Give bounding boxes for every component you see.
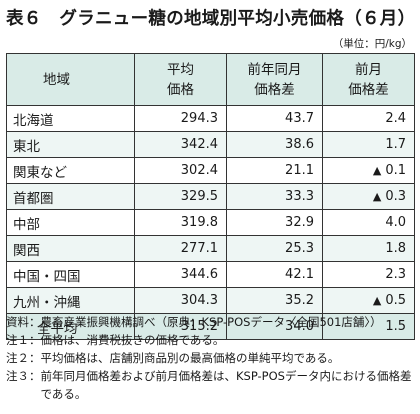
note-text: 前年同月価格差および前月価格差は、KSP-POSデータ内における価格差である。 [40,369,412,401]
table-header: 地域 平均価格 前年同月価格差 前月価格差 [6,53,415,106]
header-average-price: 平均 価格 [134,53,227,106]
header-mom-difference: 前月 価格差 [322,53,415,106]
table-row: 中部 319.8 32.9 4.0 [6,209,415,236]
yoy-difference-cell: 43.7 [226,105,323,132]
mom-value: 1.5 [385,319,406,334]
decrease-triangle-icon: ▲ [372,190,382,203]
note-text: 価格は、消費税抜きの価格である。 [40,333,225,347]
header-line: 前月 [355,61,382,78]
mom-value: 0.3 [385,189,406,204]
header-line: 前年同月 [247,61,302,78]
yoy-difference-cell: 38.6 [226,131,323,158]
average-price-cell: 344.6 [134,261,227,288]
mom-value: 0.5 [385,293,406,308]
header-region: 地域 [6,53,135,106]
note-label: 資料： [6,315,41,329]
table-row: 首都圏 329.5 33.3 ▲ 0.3 [6,183,415,210]
note-label: 注１： [6,333,41,347]
average-price-cell: 294.3 [134,105,227,132]
price-table: 地域 平均 価格 前年同月 価格差 前月 価格差 北海道 294.3 43.7 2.4 東北 3… [6,53,415,340]
header-line: 平均 [167,61,194,78]
mom-value: 2.3 [385,267,406,282]
note-line: 注３： 前年同月価格差および前月価格差は、KSP-POSデータ内における価格差であ… [6,367,416,403]
table-row: 関東など 302.4 21.1 ▲ 0.1 [6,157,415,184]
mom-value: 1.8 [385,241,406,256]
region-cell: 全平均 [6,313,135,340]
decrease-triangle-icon: ▲ [372,164,382,177]
average-price-cell: 329.5 [134,183,227,210]
region-cell: 関西 [6,235,135,262]
mom-value: 2.4 [385,111,406,126]
notes-section: 資料： 農畜産業振興機構調べ（原典：KSP-POSデータ〈全国501店舗〉） 注１：… [6,313,416,403]
yoy-difference-cell: 25.3 [226,235,323,262]
mom-difference-cell: 1.8 [322,235,415,262]
table-row: 中国・四国 344.6 42.1 2.3 [6,261,415,288]
region-cell: 関東など [6,157,135,184]
header-line: 価格差 [254,81,295,98]
header-row: 地域 平均価格 前年同月価格差 前月価格差 [6,53,415,106]
mom-difference-cell: 1.7 [322,131,415,158]
average-price-cell: 302.4 [134,157,227,184]
note-line: 資料： 農畜産業振興機構調べ（原典：KSP-POSデータ〈全国501店舗〉） [6,313,416,331]
average-price-cell: 319.8 [134,209,227,236]
note-line: 注２： 平均価格は、店舗別商品別の最高価格の単純平均である。 [6,349,416,367]
average-price-cell: 277.1 [134,235,227,262]
yoy-difference-cell: 35.2 [226,287,323,314]
mom-value: 4.0 [385,215,406,230]
mom-difference-cell: ▲ 0.5 [322,287,415,314]
mom-difference-cell: 4.0 [322,209,415,236]
document-title: 表６ グラニュー糖の地域別平均小売価格（６月） [6,9,416,29]
header-line: 価格差 [348,81,389,98]
decrease-triangle-icon: ▲ [372,294,382,307]
yoy-difference-cell: 32.9 [226,209,323,236]
region-cell: 東北 [6,131,135,158]
average-price-cell: 342.4 [134,131,227,158]
mom-difference-cell: ▲ 0.1 [322,157,415,184]
mom-value: 1.7 [385,137,406,152]
note-text: 農畜産業振興機構調べ（原典：KSP-POSデータ〈全国501店舗〉） [40,315,382,329]
region-cell: 九州・沖縄 [6,287,135,314]
yoy-difference-cell: 42.1 [226,261,323,288]
header-line: 価格 [167,81,194,98]
yoy-difference-cell: 33.3 [226,183,323,210]
mom-difference-cell: ▲ 0.3 [322,183,415,210]
region-cell: 北海道 [6,105,135,132]
header-yoy-difference: 前年同月 価格差 [226,53,323,106]
yoy-difference-cell: 34.0 [226,313,323,340]
note-line: 注１： 価格は、消費税抜きの価格である。 [6,331,416,349]
region-cell: 中部 [6,209,135,236]
table-body: 北海道 294.3 43.7 2.4 東北 342.4 38.6 1.7 関東など 302.4 21… [6,105,415,340]
yoy-difference-cell: 21.1 [226,157,323,184]
mom-difference-cell: 1.5 [322,313,415,340]
unit-label: （単位：円/kg） [332,38,412,50]
mom-difference-cell: 2.3 [322,261,415,288]
average-price-cell: 304.3 [134,287,227,314]
mom-value: 0.1 [385,163,406,178]
table-row: 関西 277.1 25.3 1.8 [6,235,415,262]
table-row: 北海道 294.3 43.7 2.4 [6,105,415,132]
table-row: 東北 342.4 38.6 1.7 [6,131,415,158]
table-row: 九州・沖縄 304.3 35.2 ▲ 0.5 [6,287,415,314]
region-cell: 首都圏 [6,183,135,210]
region-cell: 中国・四国 [6,261,135,288]
note-text: 平均価格は、店舗別商品別の最高価格の単純平均である。 [40,351,340,365]
mom-difference-cell: 2.4 [322,105,415,132]
note-label: 注３： [6,369,41,383]
header-line: 地域 [43,71,70,88]
note-label: 注２： [6,351,41,365]
table-total-row: 全平均 315.2 34.0 1.5 [6,313,415,340]
